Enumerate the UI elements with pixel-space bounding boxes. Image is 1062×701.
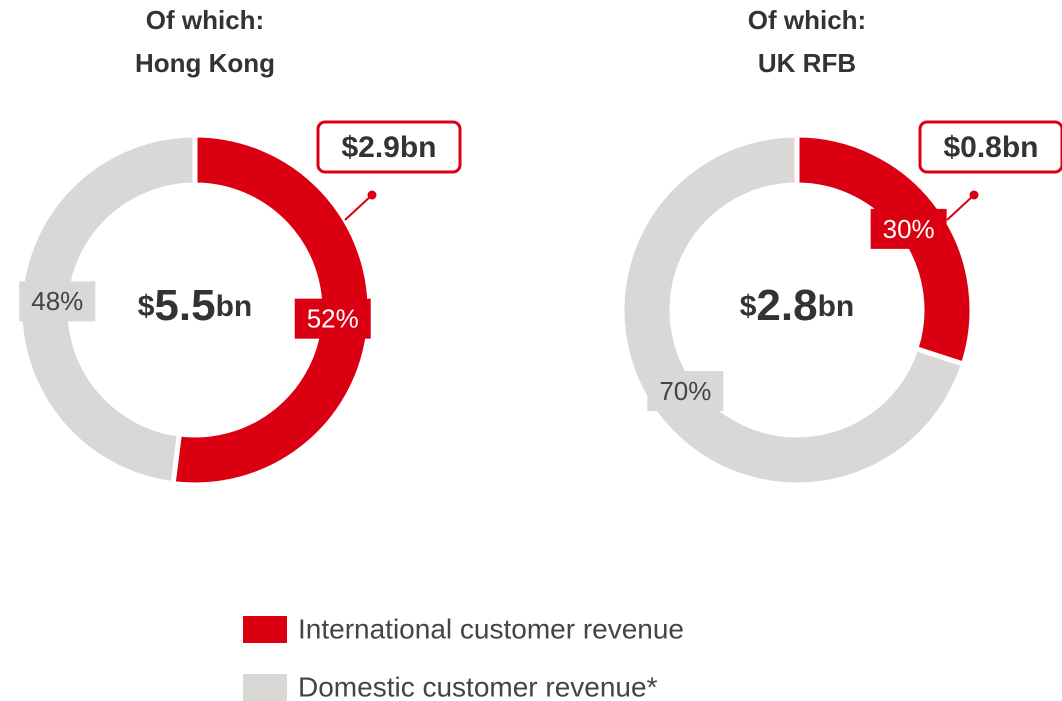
donut-segment <box>17 132 198 487</box>
callout-label: $0.8bn <box>943 131 1038 164</box>
chart-title: Hong Kong <box>135 48 275 78</box>
value-label: 52% <box>307 304 359 334</box>
value-label: 30% <box>883 214 935 244</box>
value-label-box <box>870 208 947 249</box>
callout-dot <box>367 190 377 200</box>
chart-title: Of which: <box>748 5 866 35</box>
value-label-box <box>647 371 724 412</box>
chart-title: UK RFB <box>758 48 856 78</box>
callout-line <box>946 194 975 221</box>
callout-dot <box>969 190 979 200</box>
value-label: 48% <box>31 286 83 316</box>
legend-swatch <box>243 616 287 643</box>
callout-box <box>316 120 462 174</box>
legend-swatch <box>243 674 287 701</box>
value-label: 70% <box>659 376 711 406</box>
donut-segment <box>170 132 373 488</box>
value-label-box <box>294 298 371 339</box>
total-label: $2.8bn <box>740 281 855 330</box>
total-label: $5.5bn <box>138 281 253 330</box>
chart-title: Of which: <box>146 5 264 35</box>
legend-label: Domestic customer revenue* <box>298 671 658 701</box>
value-label-box <box>19 281 96 322</box>
legend-label: International customer revenue <box>298 613 684 644</box>
callout-box <box>918 120 1062 174</box>
callout-label: $2.9bn <box>341 131 436 164</box>
callout-line <box>344 194 373 221</box>
